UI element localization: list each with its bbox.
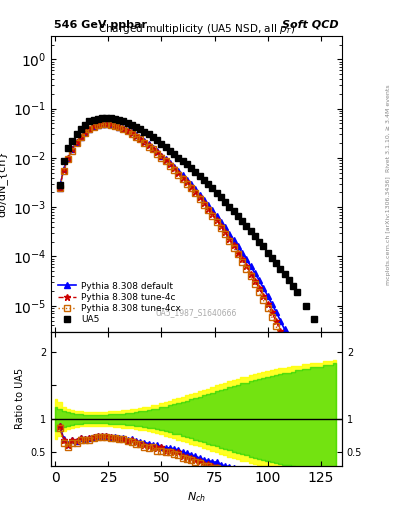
Pythia 8.308 tune-4c	[100, 121, 105, 127]
Y-axis label: Ratio to UA5: Ratio to UA5	[15, 368, 25, 429]
Pythia 8.308 tune-4cx	[125, 128, 130, 134]
Pythia 8.308 tune-4cx	[100, 121, 105, 127]
UA5	[57, 182, 62, 188]
Pythia 8.308 tune-4cx	[57, 185, 62, 191]
Pythia 8.308 tune-4c	[142, 139, 147, 145]
Pythia 8.308 tune-4cx	[142, 140, 147, 146]
Line: Pythia 8.308 tune-4cx: Pythia 8.308 tune-4cx	[57, 121, 334, 510]
Pythia 8.308 tune-4c	[57, 184, 62, 190]
UA5	[134, 123, 138, 130]
Pythia 8.308 default	[146, 141, 151, 147]
Pythia 8.308 default	[134, 132, 138, 138]
Pythia 8.308 default	[329, 465, 334, 472]
Pythia 8.308 tune-4cx	[134, 134, 138, 140]
Text: UA5_1987_S1640666: UA5_1987_S1640666	[156, 308, 237, 317]
Pythia 8.308 default	[100, 121, 105, 127]
Pythia 8.308 default	[57, 184, 62, 190]
Pythia 8.308 tune-4c	[146, 142, 151, 148]
Legend: Pythia 8.308 default, Pythia 8.308 tune-4c, Pythia 8.308 tune-4cx, UA5: Pythia 8.308 default, Pythia 8.308 tune-…	[55, 279, 184, 327]
X-axis label: $N_{ch}$: $N_{ch}$	[187, 490, 206, 504]
Pythia 8.308 tune-4c	[134, 133, 138, 139]
Line: Pythia 8.308 tune-4c: Pythia 8.308 tune-4c	[56, 120, 335, 492]
Title: Charged multiplicity (UA5 NSD, all $p_T$): Charged multiplicity (UA5 NSD, all $p_T$…	[98, 22, 295, 36]
Text: Rivet 3.1.10, ≥ 3.4M events: Rivet 3.1.10, ≥ 3.4M events	[386, 84, 391, 172]
UA5	[142, 129, 147, 135]
UA5	[125, 120, 130, 126]
UA5	[146, 132, 151, 138]
Text: Soft QCD: Soft QCD	[283, 20, 339, 30]
UA5	[329, 357, 334, 363]
Pythia 8.308 tune-4cx	[219, 225, 223, 231]
UA5	[219, 194, 223, 200]
Text: mcplots.cern.ch [arXiv:1306.3436]: mcplots.cern.ch [arXiv:1306.3436]	[386, 176, 391, 285]
Pythia 8.308 tune-4c	[125, 128, 130, 134]
Line: Pythia 8.308 default: Pythia 8.308 default	[57, 121, 334, 471]
Pythia 8.308 default	[104, 121, 108, 127]
UA5	[100, 115, 105, 121]
Text: 546 GeV ppbar: 546 GeV ppbar	[54, 20, 147, 30]
Pythia 8.308 tune-4c	[329, 485, 334, 491]
Y-axis label: dσ/dN_{ch}: dσ/dN_{ch}	[0, 151, 7, 217]
Pythia 8.308 default	[219, 219, 223, 225]
Pythia 8.308 default	[125, 127, 130, 134]
Pythia 8.308 default	[142, 138, 147, 144]
Pythia 8.308 tune-4cx	[146, 143, 151, 150]
Line: UA5: UA5	[56, 114, 335, 364]
Pythia 8.308 tune-4c	[104, 121, 108, 127]
Pythia 8.308 tune-4cx	[329, 505, 334, 511]
Pythia 8.308 tune-4c	[219, 223, 223, 229]
UA5	[104, 115, 108, 121]
Pythia 8.308 tune-4cx	[104, 121, 108, 127]
